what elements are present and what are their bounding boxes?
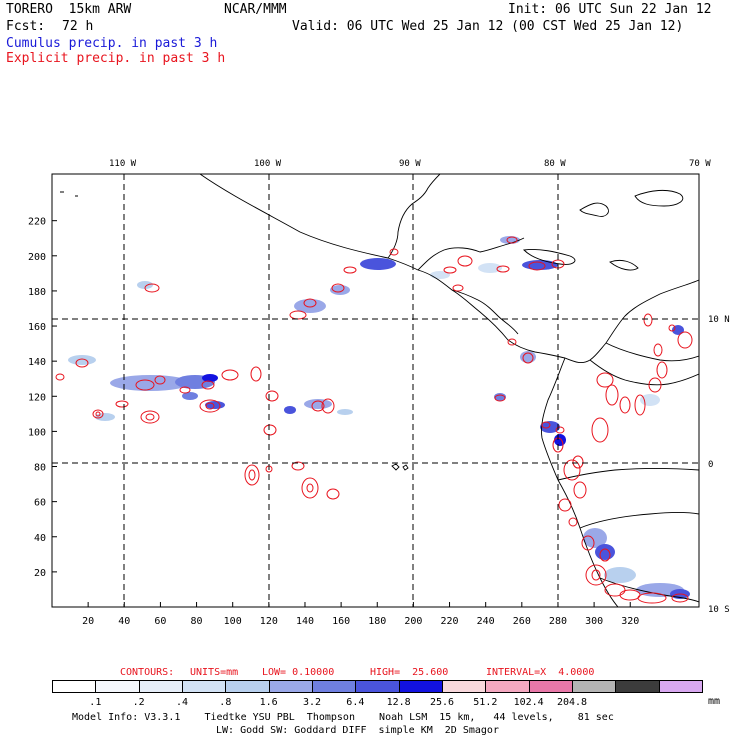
- y-tick-label: 200: [28, 252, 46, 263]
- colorbar-swatch: [442, 680, 487, 693]
- x-tick-label: 100: [224, 616, 242, 627]
- explicit-legend: Explicit precip. in past 3 h: [6, 51, 226, 66]
- lon-label: 70 W: [689, 159, 711, 169]
- latlon-grid: [52, 174, 699, 607]
- contours-units: UNITS=mm: [190, 667, 239, 678]
- lat-label: 10 N: [708, 315, 730, 325]
- cumulus-precip: [68, 236, 690, 599]
- contours-high: HIGH= 25.600: [370, 667, 449, 678]
- model-info: Model Info: V3.3.1 Tiedtke YSU PBL Thomp…: [72, 712, 614, 723]
- x-tick-label: 20: [82, 616, 94, 627]
- lon-labels: 110 W 100 W 90 W 80 W 70 W: [109, 159, 711, 169]
- y-tick-label: 180: [28, 287, 46, 298]
- y-tick-label: 120: [28, 392, 46, 403]
- lat-label: 0: [708, 460, 713, 470]
- contours-low: LOW= 0.10000: [262, 667, 335, 678]
- forecast-hours: 72 h: [62, 19, 94, 34]
- colorbar-swatch: [485, 680, 530, 693]
- x-tick-label: 160: [332, 616, 350, 627]
- lon-label: 80 W: [544, 159, 566, 169]
- colorbar-label: 51.2: [473, 697, 498, 708]
- colorbar-swatch: [398, 680, 443, 693]
- organization: NCAR/MMM: [224, 2, 287, 17]
- y-tick-label: 140: [28, 357, 46, 368]
- x-tick-label: 280: [549, 616, 567, 627]
- colorbar-swatch: [572, 680, 617, 693]
- forecast-label: Fcst:: [6, 19, 46, 34]
- colorbar-label: 6.4: [346, 697, 365, 708]
- x-tick-label: 180: [368, 616, 386, 627]
- lon-label: 110 W: [109, 159, 137, 169]
- y-tick-label: 160: [28, 322, 46, 333]
- colorbar-swatch: [225, 680, 270, 693]
- model-name: TORERO 15km ARW: [6, 2, 132, 17]
- colorbar-swatch: [312, 680, 357, 693]
- x-axis: 20 40 60 80 100 120 140 160 180 200 220 240 260 280 30…: [82, 602, 639, 627]
- x-tick-label: 260: [513, 616, 531, 627]
- y-tick-label: 40: [34, 533, 46, 544]
- x-tick-label: 60: [154, 616, 166, 627]
- lon-label: 100 W: [254, 159, 282, 169]
- contours-label: CONTOURS:: [120, 667, 175, 678]
- colorbar-label: 3.2: [302, 697, 322, 708]
- colorbar-label: 12.8: [386, 697, 411, 708]
- colorbar-unit: mm: [708, 696, 721, 707]
- model-info-physics: LW: Godd SW: Goddard DIFF simple KM 2D S…: [216, 725, 499, 736]
- colorbar-label: 102.4: [513, 697, 544, 708]
- lat-label: 10 S: [708, 605, 730, 615]
- map-frame: [51, 173, 700, 608]
- cumulus-legend: Cumulus precip. in past 3 h: [6, 36, 218, 51]
- colorbar-swatch: [268, 680, 313, 693]
- valid-time: Valid: 06 UTC Wed 25 Jan 12 (00 CST Wed …: [292, 19, 684, 34]
- colorbar-swatch: [138, 680, 183, 693]
- colorbar-label: 204.8: [556, 697, 588, 708]
- contours-interval: INTERVAL=X 4.0000: [486, 667, 595, 678]
- y-tick-label: 20: [34, 568, 46, 579]
- lat-labels: 10 N 0 10 S: [708, 315, 730, 615]
- colorbar-swatch: [95, 680, 140, 693]
- x-tick-label: 240: [477, 616, 495, 627]
- colorbar-label: 25.6: [429, 697, 455, 708]
- y-tick-label: 60: [34, 498, 46, 509]
- y-axis: 20 40 60 80 100 120 140 160 180 200 220: [28, 217, 57, 579]
- colorbar-swatch: [615, 680, 660, 693]
- colorbar-swatch: [182, 680, 227, 693]
- x-tick-label: 140: [296, 616, 314, 627]
- y-tick-label: 100: [28, 427, 46, 438]
- x-tick-label: 220: [441, 616, 459, 627]
- colorbar-label: .4: [175, 697, 189, 708]
- colorbar-swatch: [52, 680, 97, 693]
- x-tick-label: 320: [621, 616, 639, 627]
- init-time: Init: 06 UTC Sun 22 Jan 12: [508, 2, 712, 17]
- x-tick-label: 120: [260, 616, 278, 627]
- x-tick-label: 40: [118, 616, 130, 627]
- colorbar-swatch: [528, 680, 573, 693]
- x-tick-label: 300: [585, 616, 603, 627]
- colorbar-label: 1.6: [259, 697, 278, 708]
- colorbar-label: .2: [132, 697, 145, 708]
- x-tick-label: 80: [191, 616, 203, 627]
- colorbar-label: .8: [219, 697, 232, 708]
- colorbar-label: .1: [89, 697, 102, 708]
- colorbar-swatch: [355, 680, 400, 693]
- y-tick-label: 80: [34, 463, 46, 474]
- y-tick-label: 220: [28, 217, 46, 228]
- x-tick-label: 200: [404, 616, 422, 627]
- colorbar-swatch: [658, 680, 703, 693]
- lon-label: 90 W: [399, 159, 421, 169]
